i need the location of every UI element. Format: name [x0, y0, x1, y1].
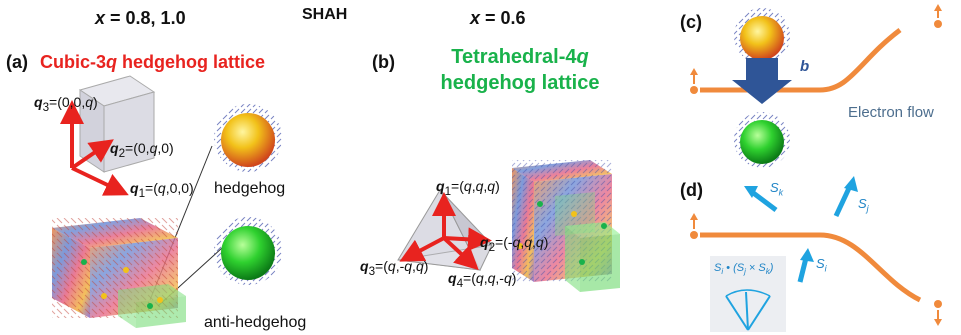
panel-d-graphics — [690, 176, 942, 332]
cube-axes-a — [60, 75, 156, 196]
b-vector-label: b — [800, 58, 810, 75]
panel-a-label: (a) — [6, 52, 28, 72]
antihedgehog-label: anti-hedgehog — [204, 314, 307, 331]
tetrahedral-lattice-block — [512, 160, 620, 292]
panel-b-label: (b) — [372, 52, 395, 72]
hedgehog-sphere — [214, 104, 282, 172]
header-x-left: x = 0.8, 1.0 — [95, 8, 186, 28]
panel-b-title: Tetrahedral-4q hedgehog lattice — [440, 46, 600, 94]
header-shah: SHAH — [302, 6, 348, 23]
q3-label-b: q3=(q,-q,q) — [360, 258, 429, 278]
si-label: Si — [816, 256, 827, 274]
antihedgehog-sphere — [214, 217, 282, 285]
sj-label: Sj — [858, 196, 869, 214]
sk-label: Sk — [770, 180, 784, 198]
electron-flow-label: Electron flow — [848, 104, 934, 121]
q3-label-a: q3=(0,0,q) — [34, 94, 98, 114]
q2-label-b: q2=(-q,q,q) — [480, 234, 549, 254]
q4-label-b: q4=(q,q,-q) — [448, 270, 517, 290]
panel-c-graphics — [690, 4, 942, 168]
header-x-right: x = 0.6 — [470, 8, 526, 28]
q1-label-a: q1=(q,0,0) — [130, 180, 194, 200]
tetrahedron-axes-b — [397, 188, 493, 272]
panel-c-label: (c) — [680, 12, 702, 32]
panel-a-title: Cubic-3q hedgehog lattice — [40, 52, 266, 72]
cubic-lattice-block — [52, 218, 186, 328]
panel-d-label: (d) — [680, 180, 703, 200]
triple-product-label: Si • (Sj × Sk) — [714, 262, 774, 277]
q2-label-a: q2=(0,q,0) — [110, 140, 174, 160]
hedgehog-label: hedgehog — [214, 180, 286, 197]
q1-label-b: q1=(q,q,q) — [436, 178, 500, 198]
